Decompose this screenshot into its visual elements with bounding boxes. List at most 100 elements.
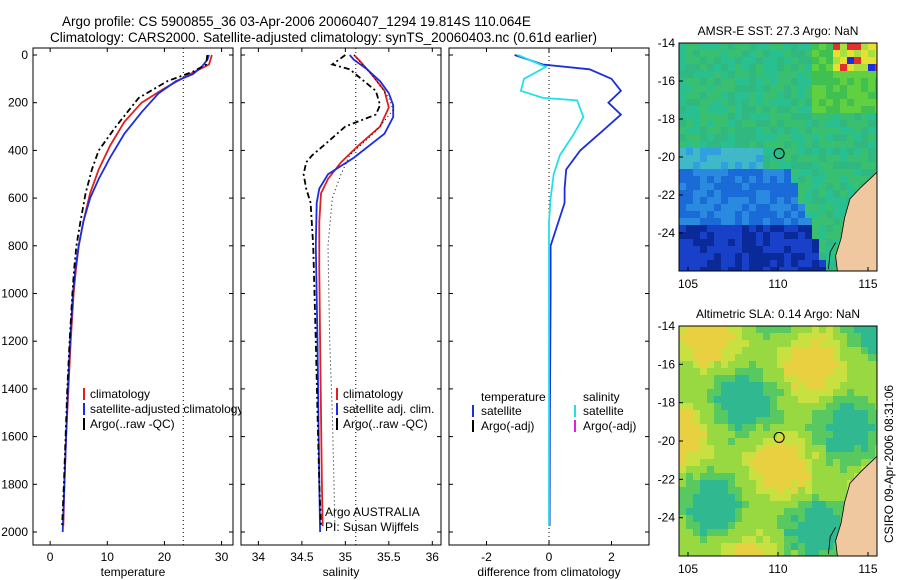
- map-cell: [826, 403, 834, 411]
- map-cell: [770, 141, 778, 149]
- map-cell: [742, 354, 750, 362]
- map-cell: [805, 155, 813, 163]
- map-cell: [735, 232, 743, 240]
- map-cell: [868, 43, 876, 51]
- map-cell: [686, 169, 694, 177]
- map-cell: [714, 515, 722, 523]
- map-cell: [693, 239, 701, 247]
- map-cell: [721, 148, 729, 156]
- map-cell: [833, 494, 841, 502]
- map-cell: [833, 113, 841, 121]
- map-cell: [861, 169, 869, 177]
- map-cell: [679, 120, 687, 128]
- map-cell: [700, 431, 708, 439]
- y-tick-label: 2000: [1, 525, 28, 539]
- map-cell: [777, 445, 785, 453]
- map-cell: [777, 508, 785, 516]
- map-cell: [805, 515, 813, 523]
- map-cell: [812, 473, 820, 481]
- map-cell: [756, 389, 764, 397]
- map-cell: [868, 326, 876, 334]
- map-cell: [812, 522, 820, 530]
- map-cell: [749, 50, 757, 58]
- map-cell: [868, 417, 876, 425]
- map-cell: [707, 204, 715, 212]
- map-cell: [798, 267, 806, 271]
- map-cell: [728, 134, 736, 142]
- map-cell: [770, 267, 778, 271]
- map-cell: [791, 536, 799, 544]
- map-cell: [840, 197, 848, 205]
- map-cell: [749, 536, 757, 544]
- map-cell: [763, 515, 771, 523]
- map-cell: [777, 204, 785, 212]
- map-cell: [840, 50, 848, 58]
- map-cell: [763, 417, 771, 425]
- map-cell: [749, 424, 757, 432]
- map-cell: [840, 445, 848, 453]
- map-cell: [777, 550, 785, 556]
- map-cell: [763, 239, 771, 247]
- land-mass: [835, 171, 877, 271]
- map-cell: [770, 190, 778, 198]
- map-cell: [805, 176, 813, 184]
- map-cell: [770, 120, 778, 128]
- map-cell: [770, 389, 778, 397]
- map-cell: [854, 162, 862, 170]
- map-cell: [833, 445, 841, 453]
- map-cell: [714, 445, 722, 453]
- map-cell: [854, 99, 862, 107]
- map-cell: [728, 417, 736, 425]
- x-tick-label: 30: [215, 550, 229, 564]
- map-cell: [700, 501, 708, 509]
- map-cell: [847, 71, 855, 79]
- map-cell: [861, 148, 869, 156]
- map-cell: [728, 347, 736, 355]
- map-cell: [679, 410, 687, 418]
- map-cell: [742, 85, 750, 93]
- map-cell: [805, 92, 813, 100]
- map-cell: [798, 99, 806, 107]
- map-cell: [868, 50, 876, 58]
- map-cell: [714, 267, 722, 271]
- map-cell: [679, 148, 687, 156]
- map-cell: [728, 239, 736, 247]
- map-cell: [805, 190, 813, 198]
- map-cell: [791, 50, 799, 58]
- map-cell: [770, 340, 778, 348]
- map-cell: [805, 120, 813, 128]
- map-cell: [805, 480, 813, 488]
- map-cell: [777, 424, 785, 432]
- map-cell: [728, 354, 736, 362]
- map-cell: [721, 375, 729, 383]
- map-cell: [707, 466, 715, 474]
- map-cell: [812, 347, 820, 355]
- map-cell: [707, 176, 715, 184]
- map-cell: [805, 99, 813, 107]
- map-cell: [791, 459, 799, 467]
- map-cell: [812, 550, 820, 556]
- map-cell: [693, 536, 701, 544]
- map-cell: [770, 424, 778, 432]
- map-cell: [707, 225, 715, 233]
- map-cell: [798, 396, 806, 404]
- map-cell: [812, 134, 820, 142]
- map-cell: [742, 543, 750, 551]
- map-cell: [749, 71, 757, 79]
- map-cell: [798, 410, 806, 418]
- map-cell: [721, 64, 729, 72]
- map-cell: [819, 169, 827, 177]
- map-cell: [805, 522, 813, 530]
- map-cell: [714, 155, 722, 163]
- map-cell: [763, 438, 771, 446]
- map-cell: [735, 85, 743, 93]
- map-cell: [714, 417, 722, 425]
- map-cell: [784, 211, 792, 219]
- map-cell: [805, 375, 813, 383]
- map-cell: [749, 197, 757, 205]
- map-cell: [784, 246, 792, 254]
- map-cell: [700, 78, 708, 86]
- map-cell: [826, 176, 834, 184]
- map-cell: [805, 267, 813, 271]
- map-cell: [721, 410, 729, 418]
